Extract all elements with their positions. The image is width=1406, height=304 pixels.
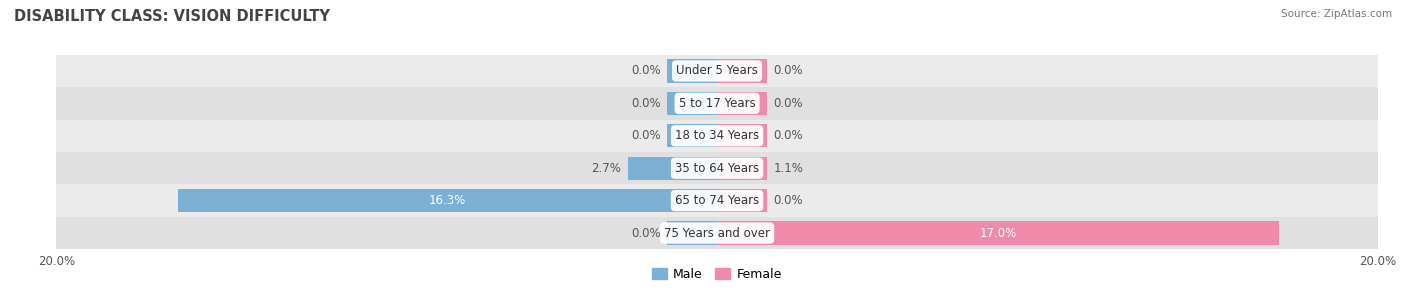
Text: 0.0%: 0.0% bbox=[631, 226, 661, 240]
Text: Source: ZipAtlas.com: Source: ZipAtlas.com bbox=[1281, 9, 1392, 19]
Text: 5 to 17 Years: 5 to 17 Years bbox=[679, 97, 755, 110]
Text: 75 Years and over: 75 Years and over bbox=[664, 226, 770, 240]
Text: Under 5 Years: Under 5 Years bbox=[676, 64, 758, 78]
Bar bbox=[717, 157, 766, 180]
Legend: Male, Female: Male, Female bbox=[647, 263, 787, 286]
Bar bbox=[717, 124, 766, 147]
Bar bbox=[56, 119, 1378, 152]
Text: 0.0%: 0.0% bbox=[773, 129, 803, 142]
Bar bbox=[668, 221, 717, 245]
Bar bbox=[56, 87, 1378, 119]
Bar bbox=[56, 185, 1378, 217]
Bar bbox=[717, 92, 766, 115]
Bar bbox=[717, 189, 766, 212]
Text: 35 to 64 Years: 35 to 64 Years bbox=[675, 162, 759, 175]
Bar bbox=[717, 59, 766, 83]
Bar bbox=[668, 92, 717, 115]
Bar bbox=[668, 59, 717, 83]
Text: 0.0%: 0.0% bbox=[773, 64, 803, 78]
Text: 0.0%: 0.0% bbox=[631, 129, 661, 142]
Bar bbox=[56, 55, 1378, 87]
Text: 0.0%: 0.0% bbox=[773, 194, 803, 207]
Text: 2.7%: 2.7% bbox=[592, 162, 621, 175]
Text: 65 to 74 Years: 65 to 74 Years bbox=[675, 194, 759, 207]
Text: 0.0%: 0.0% bbox=[631, 64, 661, 78]
Text: 1.1%: 1.1% bbox=[773, 162, 803, 175]
Text: 0.0%: 0.0% bbox=[773, 97, 803, 110]
Text: 16.3%: 16.3% bbox=[429, 194, 467, 207]
Text: 17.0%: 17.0% bbox=[980, 226, 1017, 240]
Text: 0.0%: 0.0% bbox=[631, 97, 661, 110]
Text: DISABILITY CLASS: VISION DIFFICULTY: DISABILITY CLASS: VISION DIFFICULTY bbox=[14, 9, 330, 24]
Bar bbox=[179, 189, 717, 212]
Bar bbox=[628, 157, 717, 180]
Bar bbox=[668, 124, 717, 147]
Bar bbox=[56, 152, 1378, 185]
Bar bbox=[56, 217, 1378, 249]
Bar bbox=[717, 221, 1279, 245]
Text: 18 to 34 Years: 18 to 34 Years bbox=[675, 129, 759, 142]
